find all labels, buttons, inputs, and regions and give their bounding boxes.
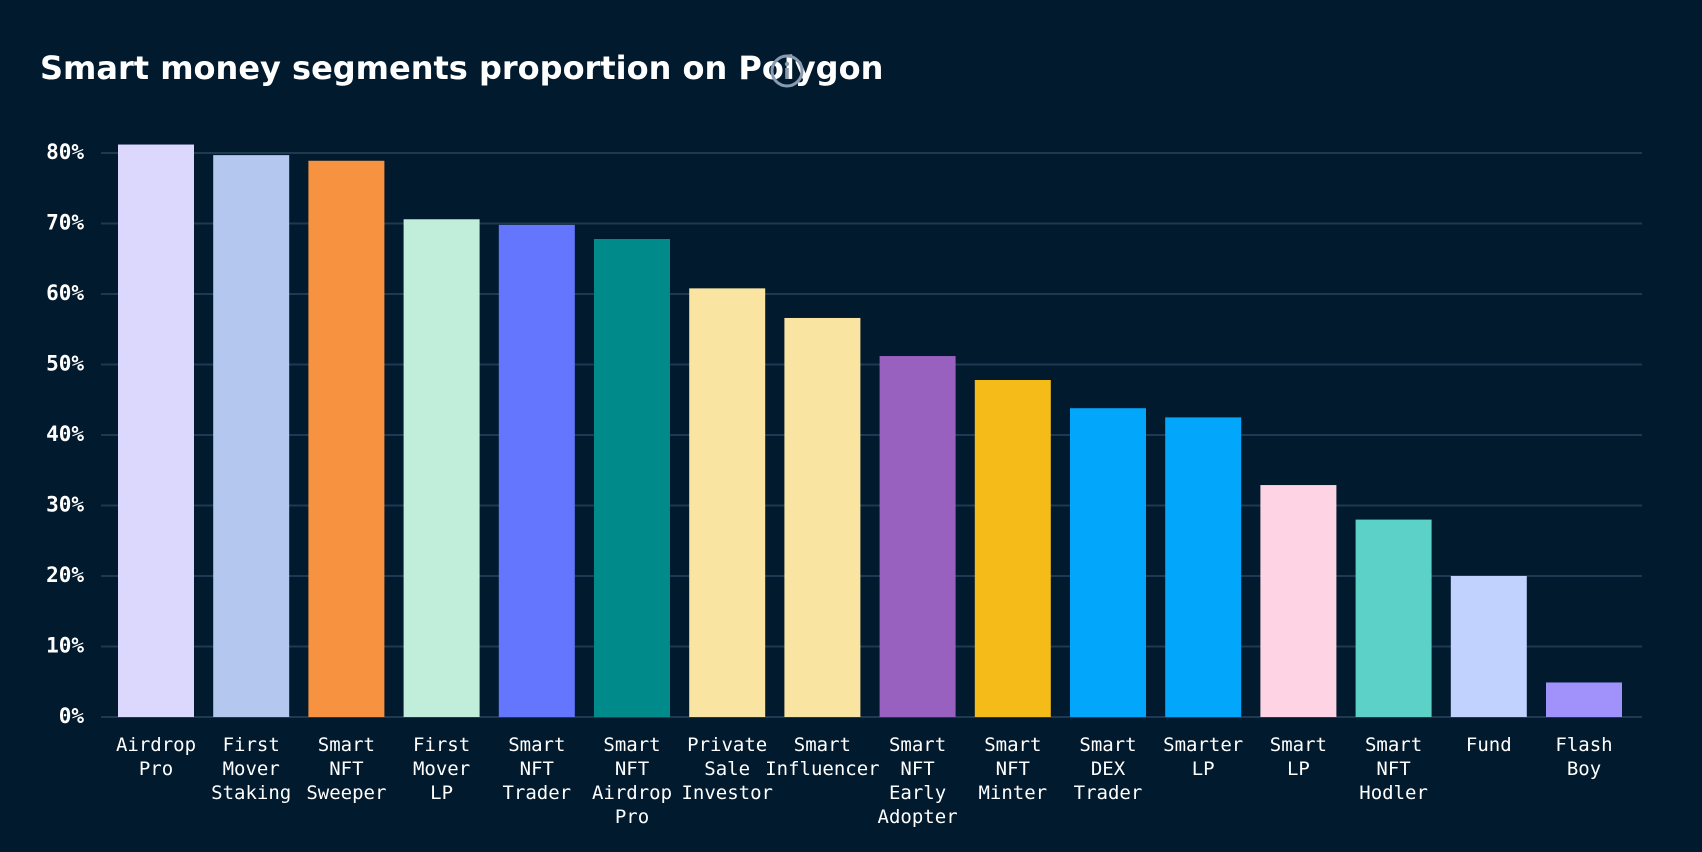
bar bbox=[1355, 519, 1432, 717]
bar bbox=[1546, 682, 1622, 717]
bar bbox=[308, 160, 385, 717]
bar bbox=[974, 380, 1051, 717]
x-tick-label: Smart LP bbox=[1269, 734, 1327, 780]
y-tick-label: 10% bbox=[46, 634, 84, 658]
bar bbox=[879, 356, 956, 717]
bar bbox=[118, 144, 194, 718]
y-tick-label: 20% bbox=[46, 563, 84, 587]
x-tick-label: Smart NFT Hodler bbox=[1359, 734, 1428, 804]
bar bbox=[594, 239, 670, 717]
bar bbox=[689, 288, 766, 717]
y-tick-label: 30% bbox=[46, 493, 84, 517]
y-tick-label: 70% bbox=[46, 211, 84, 235]
x-tick-label: Fund bbox=[1465, 734, 1512, 756]
bar bbox=[1165, 417, 1242, 717]
y-tick-label: 60% bbox=[46, 281, 84, 305]
bar bbox=[1070, 408, 1146, 717]
bar bbox=[213, 155, 290, 718]
x-tick-label: Smart DEX Trader bbox=[1073, 734, 1143, 804]
y-tick-label: 40% bbox=[46, 422, 84, 446]
info-icon[interactable] bbox=[770, 54, 804, 88]
x-tick-label: Smart NFT Airdrop Pro bbox=[591, 734, 673, 828]
bar bbox=[403, 219, 480, 717]
y-tick-label: 80% bbox=[46, 140, 84, 164]
x-tick-label: Smart NFT Trader bbox=[502, 734, 572, 804]
x-tick-label: Smart NFT Sweeper bbox=[306, 734, 387, 804]
x-tick-label: First Mover LP bbox=[412, 734, 471, 804]
chart-title: Smart money segments proportion on Polyg… bbox=[40, 49, 883, 87]
x-tick-label: Smart NFT Minter bbox=[978, 734, 1048, 804]
x-tick-label: First Mover Staking bbox=[211, 734, 292, 804]
y-tick-label: 0% bbox=[59, 704, 85, 728]
bar bbox=[1260, 485, 1337, 717]
bar bbox=[1450, 576, 1527, 717]
x-tick-label: Private Sale Investor bbox=[681, 734, 773, 804]
y-tick-label: 50% bbox=[46, 352, 84, 376]
x-tick-label: Smart Influencer bbox=[765, 734, 880, 780]
x-tick-label: Airdrop Pro bbox=[115, 734, 197, 780]
x-tick-label: Smarter LP bbox=[1163, 734, 1244, 780]
x-tick-label: Flash Boy bbox=[1555, 734, 1613, 780]
bar bbox=[784, 317, 861, 717]
bar bbox=[498, 224, 575, 717]
x-tick-label: Smart NFT Early Adopter bbox=[877, 734, 958, 828]
